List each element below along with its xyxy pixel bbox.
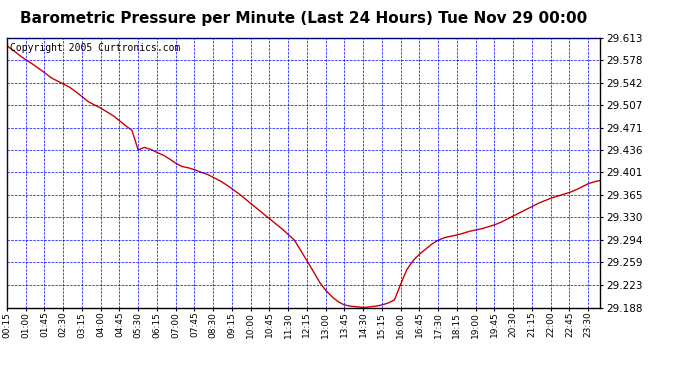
Text: Barometric Pressure per Minute (Last 24 Hours) Tue Nov 29 00:00: Barometric Pressure per Minute (Last 24 … bbox=[20, 11, 587, 26]
Text: Copyright 2005 Curtronics.com: Copyright 2005 Curtronics.com bbox=[10, 43, 180, 53]
